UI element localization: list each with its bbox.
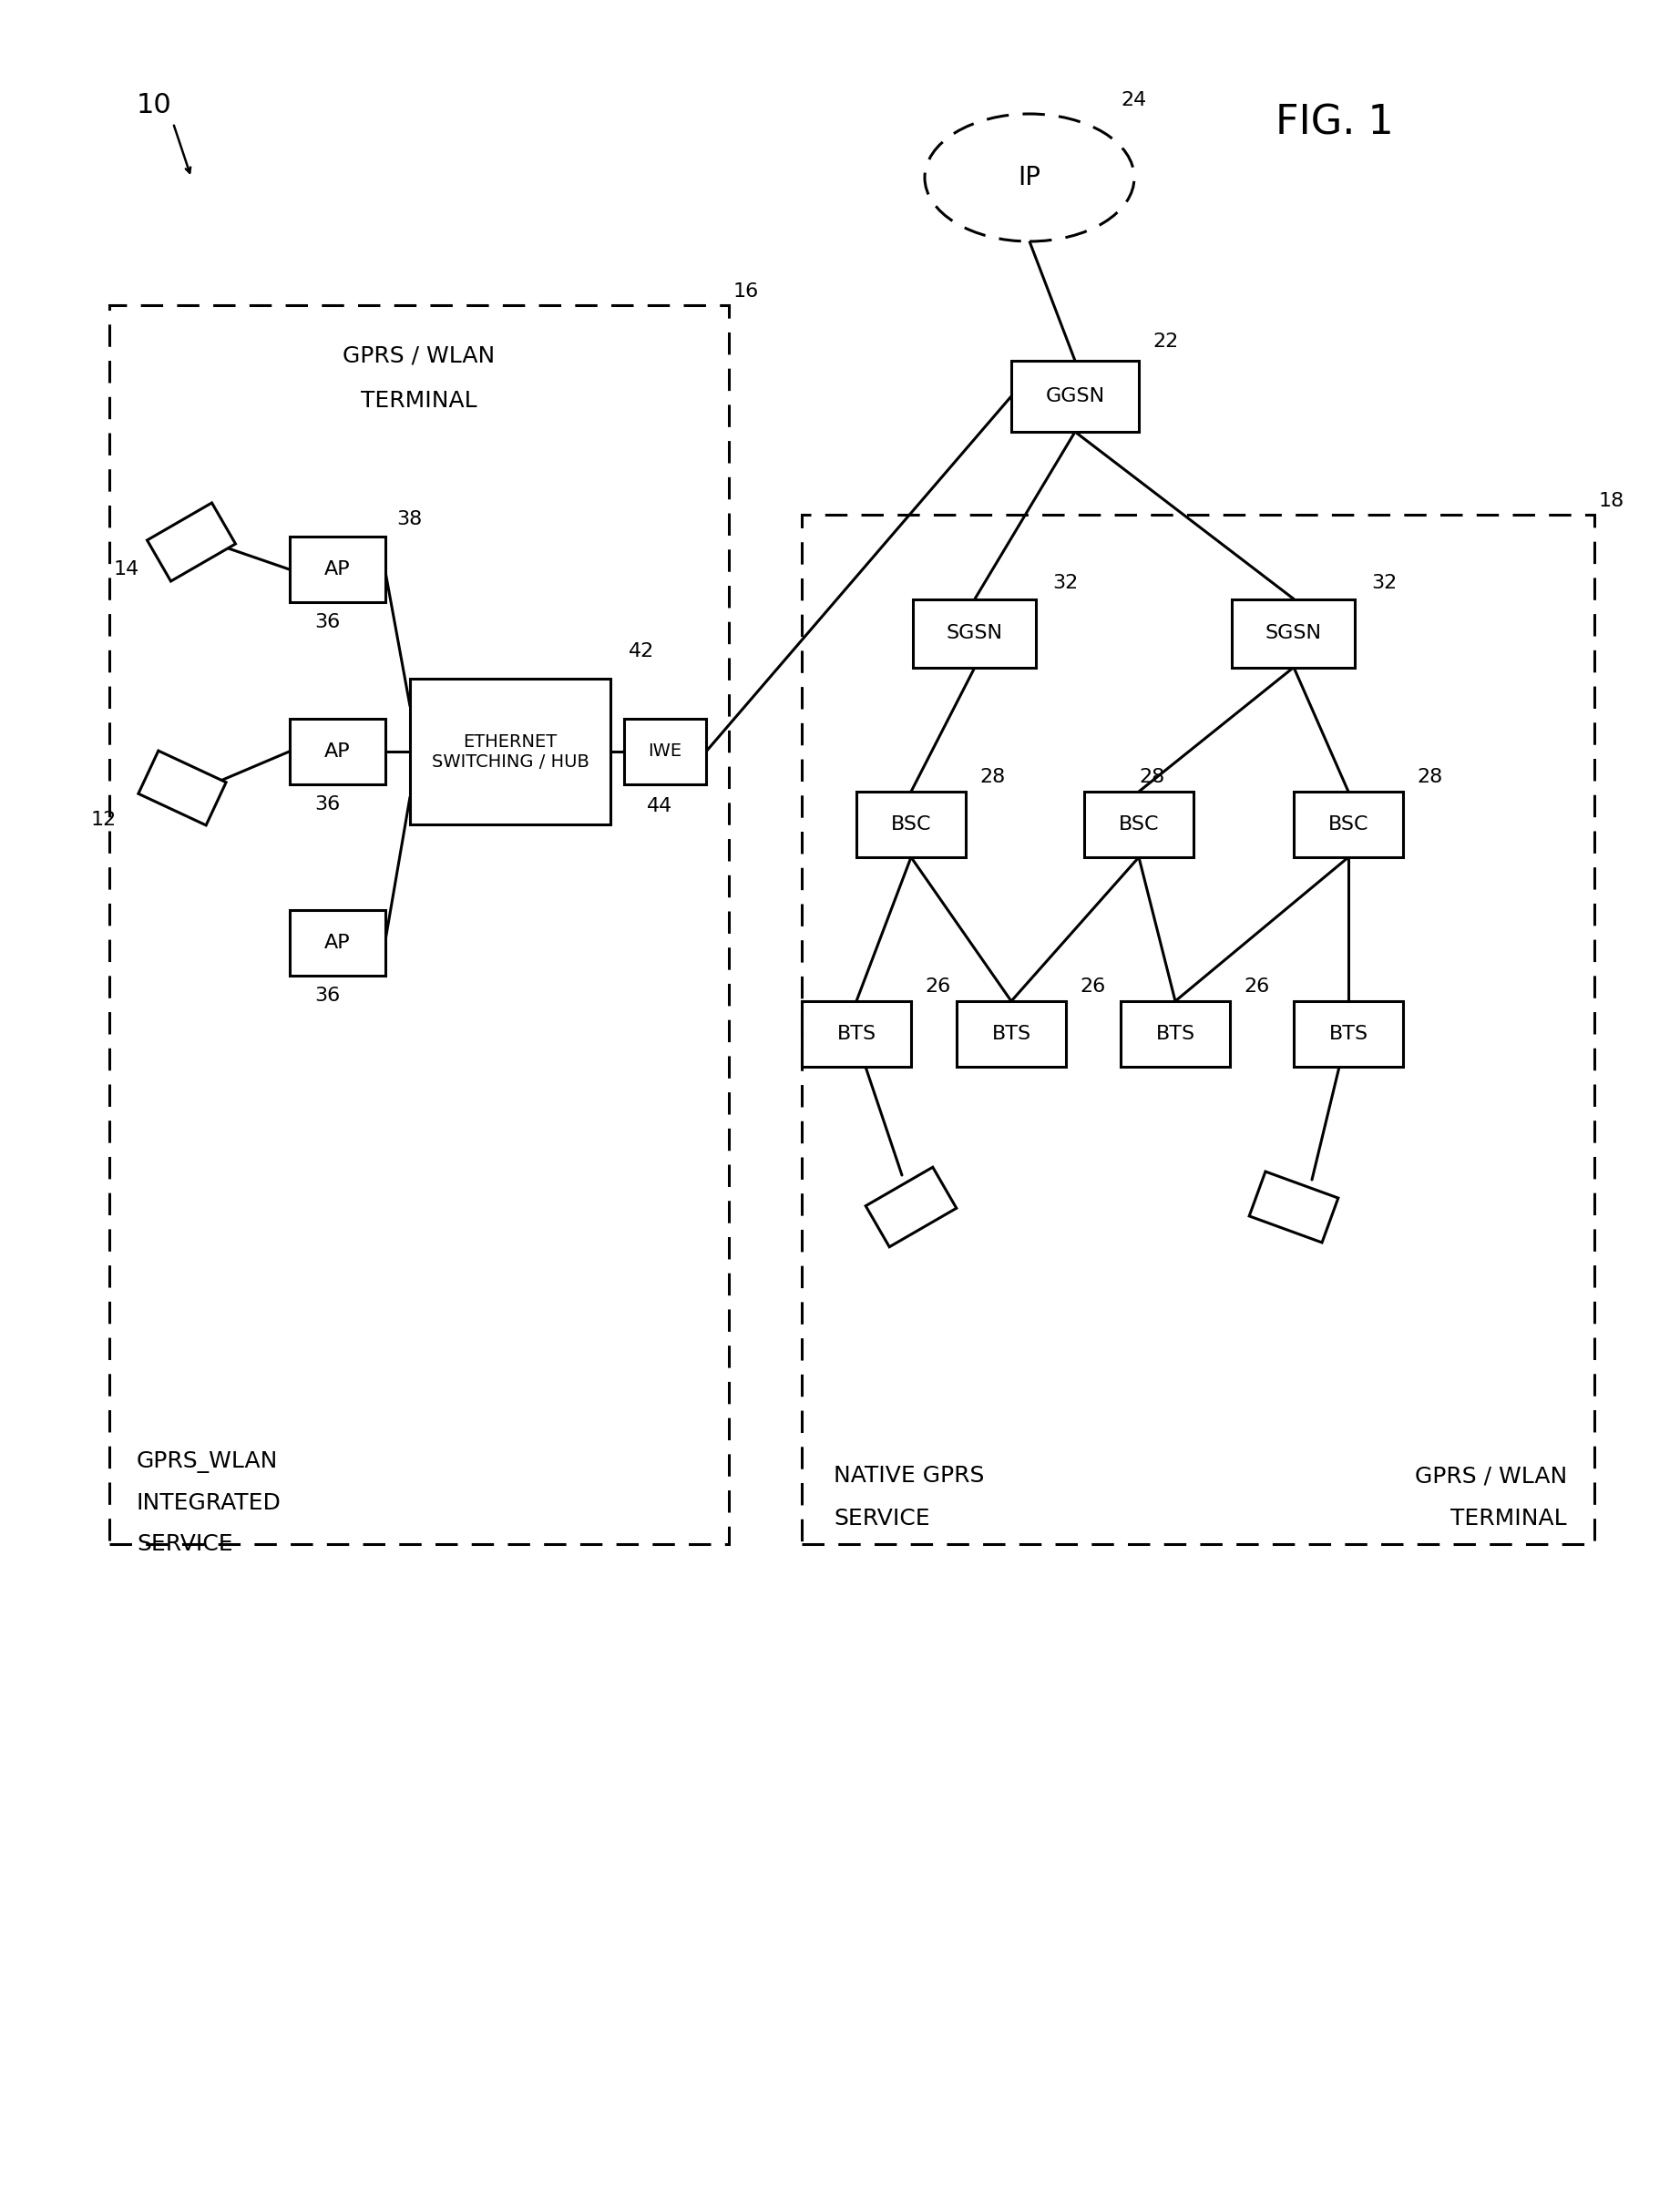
- Bar: [914, 598, 1037, 667]
- Text: BSC: BSC: [1119, 816, 1159, 834]
- Text: 36: 36: [314, 986, 339, 1005]
- Text: FIG. 1: FIG. 1: [1275, 103, 1394, 143]
- Bar: [289, 719, 385, 785]
- Bar: [1250, 1173, 1339, 1243]
- Text: 22: 22: [1152, 332, 1178, 350]
- Text: 10: 10: [136, 92, 171, 119]
- Text: 16: 16: [734, 282, 759, 301]
- Text: 44: 44: [647, 796, 672, 816]
- Text: 42: 42: [628, 642, 655, 660]
- Ellipse shape: [924, 114, 1134, 242]
- Text: SGSN: SGSN: [1265, 625, 1322, 642]
- Text: 28: 28: [1139, 768, 1164, 785]
- Text: 18: 18: [1599, 493, 1625, 510]
- Bar: [956, 1001, 1065, 1067]
- Text: 28: 28: [979, 768, 1005, 785]
- Bar: [1231, 598, 1356, 667]
- Text: GGSN: GGSN: [1045, 387, 1105, 405]
- Text: 24: 24: [1121, 90, 1146, 110]
- Text: BTS: BTS: [837, 1025, 875, 1043]
- Text: BSC: BSC: [890, 816, 931, 834]
- Text: 32: 32: [1371, 574, 1396, 592]
- Text: 14: 14: [114, 561, 139, 579]
- Text: AP: AP: [324, 933, 349, 953]
- Text: BSC: BSC: [1329, 816, 1369, 834]
- Text: SERVICE: SERVICE: [833, 1507, 929, 1529]
- Bar: [865, 1168, 956, 1247]
- Bar: [410, 678, 610, 825]
- Text: IP: IP: [1018, 165, 1042, 191]
- Text: INTEGRATED: INTEGRATED: [136, 1492, 282, 1514]
- Bar: [109, 306, 729, 1544]
- Text: AP: AP: [324, 561, 349, 579]
- Text: BTS: BTS: [991, 1025, 1032, 1043]
- Bar: [801, 1001, 911, 1067]
- Text: AP: AP: [324, 741, 349, 761]
- Bar: [1011, 361, 1139, 431]
- Text: SGSN: SGSN: [946, 625, 1003, 642]
- Bar: [1084, 792, 1193, 858]
- Text: TERMINAL: TERMINAL: [361, 389, 477, 411]
- Bar: [138, 750, 227, 825]
- Bar: [1121, 1001, 1230, 1067]
- Bar: [289, 537, 385, 603]
- Text: 32: 32: [1052, 574, 1079, 592]
- Text: 12: 12: [91, 812, 118, 829]
- Text: 26: 26: [924, 977, 951, 997]
- Bar: [801, 515, 1594, 1544]
- Text: BTS: BTS: [1156, 1025, 1194, 1043]
- Text: GPRS_WLAN: GPRS_WLAN: [136, 1452, 279, 1474]
- Bar: [148, 504, 235, 581]
- Text: BTS: BTS: [1329, 1025, 1368, 1043]
- Text: ETHERNET
SWITCHING / HUB: ETHERNET SWITCHING / HUB: [432, 733, 590, 770]
- Text: 26: 26: [1243, 977, 1270, 997]
- Text: 26: 26: [1080, 977, 1105, 997]
- Text: GPRS / WLAN: GPRS / WLAN: [343, 345, 496, 365]
- Text: SERVICE: SERVICE: [136, 1533, 234, 1555]
- Text: GPRS / WLAN: GPRS / WLAN: [1415, 1465, 1567, 1487]
- Text: IWE: IWE: [648, 744, 682, 761]
- Bar: [857, 792, 966, 858]
- Bar: [289, 911, 385, 975]
- Text: 36: 36: [314, 614, 339, 631]
- Text: 28: 28: [1416, 768, 1443, 785]
- Text: TERMINAL: TERMINAL: [1452, 1507, 1567, 1529]
- Bar: [1294, 792, 1403, 858]
- Text: 38: 38: [396, 510, 422, 528]
- Bar: [1294, 1001, 1403, 1067]
- Text: NATIVE GPRS: NATIVE GPRS: [833, 1465, 984, 1487]
- Text: 36: 36: [314, 794, 339, 814]
- Bar: [623, 719, 706, 785]
